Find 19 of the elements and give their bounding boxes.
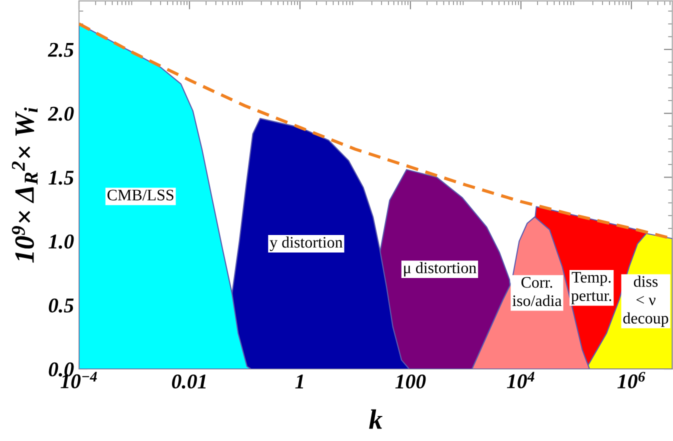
x-tick-label: 1 [295, 374, 304, 388]
series-label: Temp. pertur. [571, 272, 612, 304]
series-label: Corr. iso/adia [512, 277, 562, 306]
x-tick-label: 0.01 [172, 374, 206, 389]
y-tick-label: 1.0 [48, 234, 74, 249]
y-tick-label: 1.5 [48, 170, 74, 185]
y-tick-label: 2.0 [48, 106, 74, 121]
y-axis-title: 10$^{9}$× Δ$_{R}$$^{2}$× W$_{i}$ [12, 107, 38, 263]
y-tick-label: 0.5 [48, 298, 74, 313]
series-label: μ distortion [404, 262, 476, 277]
y-tick-label: 2.5 [48, 42, 74, 57]
series-label: diss < ν decoup [623, 276, 668, 327]
x-tick-label: 10$^{4}$ [506, 372, 534, 388]
x-axis-title: k [369, 409, 382, 429]
x-tick-label: 100 [395, 374, 426, 389]
series-label: CMB/LSS [108, 190, 174, 200]
x-tick-label: 10$^{6}$ [617, 372, 646, 388]
series-label: y distortion [270, 236, 343, 252]
y-tick-label: 0.0 [48, 362, 74, 377]
